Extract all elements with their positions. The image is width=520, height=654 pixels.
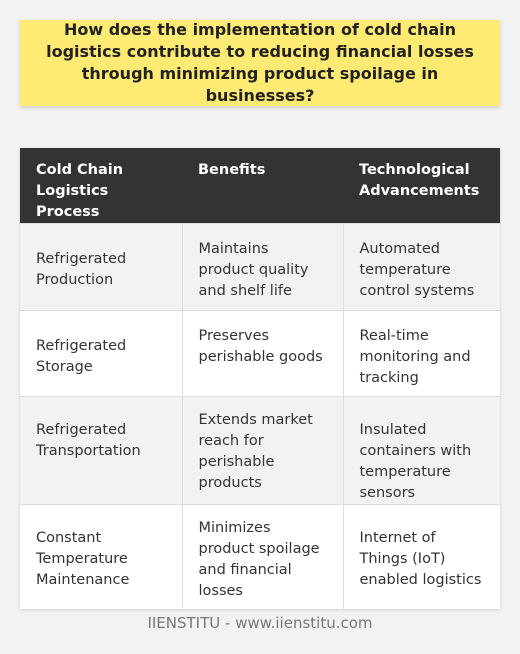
cell-tech: Automated temperature control systems bbox=[343, 223, 500, 311]
footer-credit: IIENSTITU - www.iienstitu.com bbox=[147, 614, 373, 632]
data-table: Cold Chain Logistics Process Benefits Te… bbox=[20, 148, 500, 609]
header-benefits: Benefits bbox=[182, 148, 343, 224]
question-box: How does the implementation of cold chai… bbox=[20, 20, 500, 106]
table-header-row: Cold Chain Logistics Process Benefits Te… bbox=[20, 148, 500, 224]
question-text: How does the implementation of cold chai… bbox=[46, 20, 474, 105]
header-process: Cold Chain Logistics Process bbox=[20, 148, 182, 224]
cell-tech: Real-time monitoring and tracking bbox=[343, 310, 500, 397]
cell-process: Constant Temperature Maintenance bbox=[20, 504, 183, 609]
cell-process: Refrigerated Storage bbox=[20, 310, 183, 397]
cell-tech: Internet of Things (IoT) enabled logisti… bbox=[343, 504, 500, 609]
cell-benefit: Extends market reach for perishable prod… bbox=[182, 396, 344, 505]
table-row: Refrigerated Storage Preserves perishabl… bbox=[20, 310, 500, 397]
cell-process: Refrigerated Production bbox=[20, 223, 183, 311]
table-row: Constant Temperature Maintenance Minimiz… bbox=[20, 504, 500, 609]
cell-tech: Insulated containers with temperature se… bbox=[343, 396, 500, 505]
table-row: Refrigerated Transportation Extends mark… bbox=[20, 396, 500, 505]
cell-process: Refrigerated Transportation bbox=[20, 396, 183, 505]
cell-benefit: Minimizes product spoilage and financial… bbox=[182, 504, 344, 609]
table-row: Refrigerated Production Maintains produc… bbox=[20, 223, 500, 311]
header-tech: Technological Advancements bbox=[343, 148, 500, 224]
cell-benefit: Maintains product quality and shelf life bbox=[182, 223, 344, 311]
cell-benefit: Preserves perishable goods bbox=[182, 310, 344, 397]
